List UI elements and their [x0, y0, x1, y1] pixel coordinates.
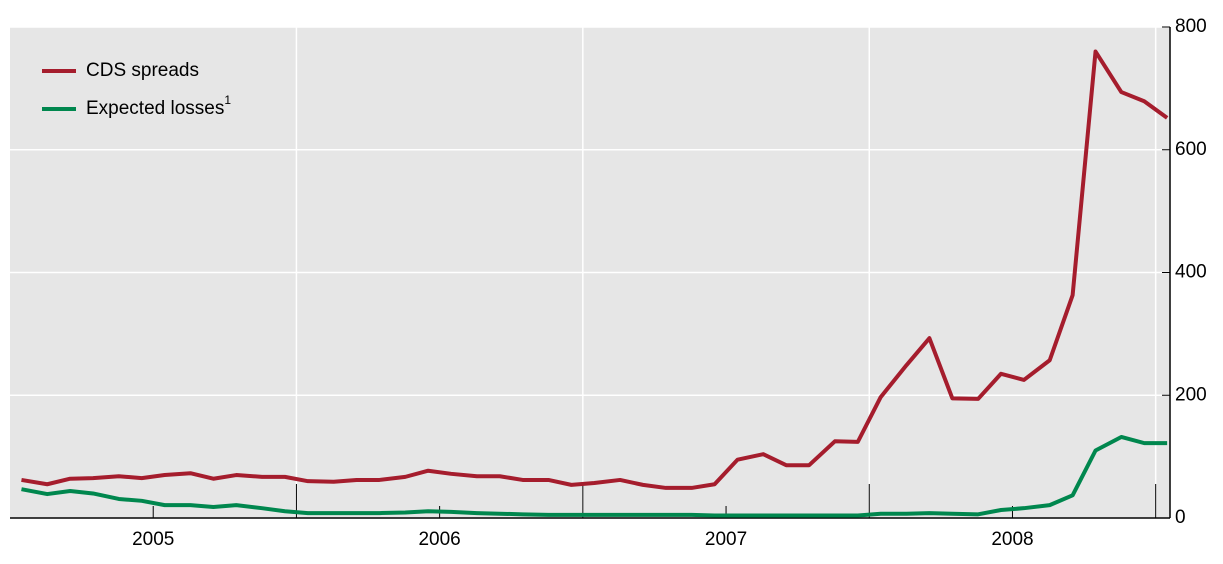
legend-label: CDS spreads: [86, 60, 199, 81]
x-tick-label: 2005: [132, 529, 174, 550]
series-line: [21, 434, 1168, 518]
x-tick-label: 2007: [705, 529, 747, 550]
y-tick-label: 800: [1175, 16, 1207, 37]
legend-text: CDS spreads: [86, 60, 199, 81]
y-tick-label: 200: [1175, 384, 1207, 405]
x-tick-label: 2008: [991, 529, 1033, 550]
series-line: [21, 49, 1169, 490]
y-tick-label: 400: [1175, 262, 1207, 283]
legend-text: Expected losses: [86, 98, 224, 119]
y-tick-label: 600: [1175, 139, 1207, 160]
legend-label: Expected losses1: [86, 93, 231, 119]
legend-footnote: 1: [224, 93, 231, 107]
x-tick-label: 2006: [418, 529, 460, 550]
y-tick-label: 0: [1175, 507, 1186, 528]
